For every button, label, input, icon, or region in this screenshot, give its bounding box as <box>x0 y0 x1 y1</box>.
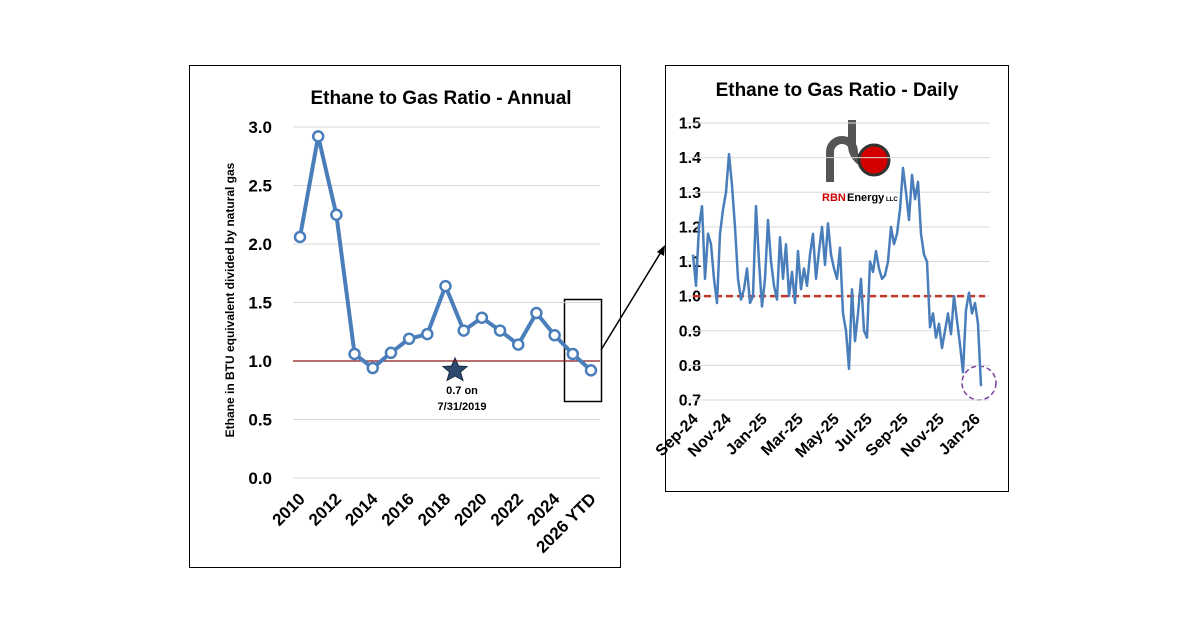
y-tick-label: 1.2 <box>679 219 701 236</box>
data-point <box>584 364 598 377</box>
x-tick-label: Jan-26 <box>936 411 984 459</box>
y-tick-label: 1.4 <box>679 150 701 167</box>
y-tick-label: 0.7 <box>679 393 701 410</box>
data-point <box>293 230 307 244</box>
annotation: 0.7 on <box>446 385 478 397</box>
logo-suffix: LLC <box>886 197 898 203</box>
x-tick-label: 2014 <box>341 489 382 530</box>
data-point <box>530 306 543 320</box>
y-tick-label: 1.0 <box>679 289 701 306</box>
y-tick-label: 1.0 <box>248 352 272 371</box>
x-tick-label: 2010 <box>269 489 309 529</box>
data-point <box>366 361 379 375</box>
star-marker <box>441 356 469 382</box>
data-point <box>384 346 398 360</box>
data-line <box>691 152 983 387</box>
logo-name: Energy <box>847 192 885 204</box>
y-tick-label: 0.8 <box>679 358 701 375</box>
data-point <box>421 327 434 341</box>
highlight-box <box>563 298 603 403</box>
chart-title: Ethane to Gas Ratio - Daily <box>716 80 959 101</box>
data-point <box>566 347 580 361</box>
data-point <box>475 311 489 324</box>
y-tick-label: 3.0 <box>248 118 272 137</box>
x-tick-label: 2018 <box>414 489 454 529</box>
y-tick-label: 1.3 <box>679 185 701 202</box>
logo-brand: RBN <box>822 192 846 204</box>
logo-ball <box>857 143 891 177</box>
x-tick-label: 2022 <box>487 489 527 529</box>
y-tick-label: 2.5 <box>248 176 272 195</box>
data-point <box>457 324 470 337</box>
data-line <box>298 134 593 372</box>
y-tick-label: 1.5 <box>248 293 272 312</box>
logo: RBN Energy LLC <box>822 120 898 204</box>
data-point <box>512 338 525 351</box>
y-tick-label: 1.1 <box>679 254 701 271</box>
x-tick-label: 2016 <box>378 489 418 529</box>
arrow-head <box>657 245 665 256</box>
x-tick-label: 2020 <box>451 489 491 529</box>
data-point <box>548 329 561 342</box>
data-point <box>402 332 416 346</box>
data-point <box>439 279 452 293</box>
y-tick-label: 0.5 <box>248 410 272 429</box>
data-point <box>493 324 507 337</box>
chart-title: Ethane to Gas Ratio - Annual <box>310 88 571 109</box>
x-tick-label: 2012 <box>305 489 345 529</box>
y-tick-label: 1.5 <box>679 116 701 133</box>
chart-frame <box>189 65 621 568</box>
chart-frame <box>665 65 1009 492</box>
y-tick-label: 0.9 <box>679 323 701 340</box>
y-tick-label: 2.0 <box>248 235 272 254</box>
y-axis-label: Ethane in BTU equivalent divided by natu… <box>223 162 237 437</box>
y-tick-label: 0.0 <box>248 469 272 488</box>
highlight-circle <box>961 365 997 401</box>
annotation: 7/31/2019 <box>438 401 487 413</box>
arrow <box>600 251 662 351</box>
data-point <box>348 347 361 361</box>
data-point <box>311 130 325 143</box>
data-point <box>330 208 343 221</box>
